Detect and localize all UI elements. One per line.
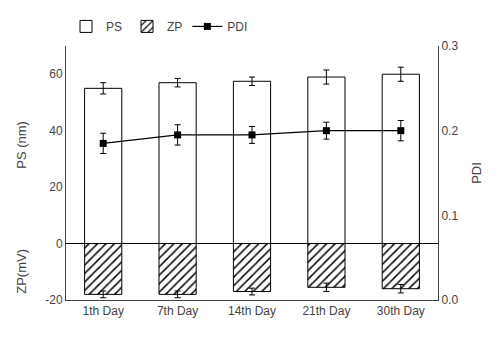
svg-text:PDI: PDI [227,20,247,34]
svg-text:PS: PS [106,20,122,34]
svg-text:0.2: 0.2 [441,124,458,138]
svg-text:0: 0 [56,237,63,251]
svg-text:20: 20 [49,180,63,194]
svg-text:-20: -20 [45,293,63,307]
svg-text:ZP: ZP [167,20,182,34]
svg-text:0.3: 0.3 [441,39,458,53]
svg-text:PS (nm): PS (nm) [14,121,29,169]
svg-text:0.1: 0.1 [441,209,458,223]
svg-text:21th Day: 21th Day [302,304,350,318]
svg-text:14th Day: 14th Day [228,304,276,318]
svg-text:PDI: PDI [469,162,484,184]
svg-text:7th Day: 7th Day [157,304,198,318]
svg-text:30th Day: 30th Day [377,304,425,318]
svg-text:40: 40 [49,124,63,138]
svg-text:60: 60 [49,67,63,81]
svg-text:ZP(mV): ZP(mV) [14,249,29,294]
svg-text:1th Day: 1th Day [83,304,124,318]
svg-text:0.0: 0.0 [441,293,458,307]
